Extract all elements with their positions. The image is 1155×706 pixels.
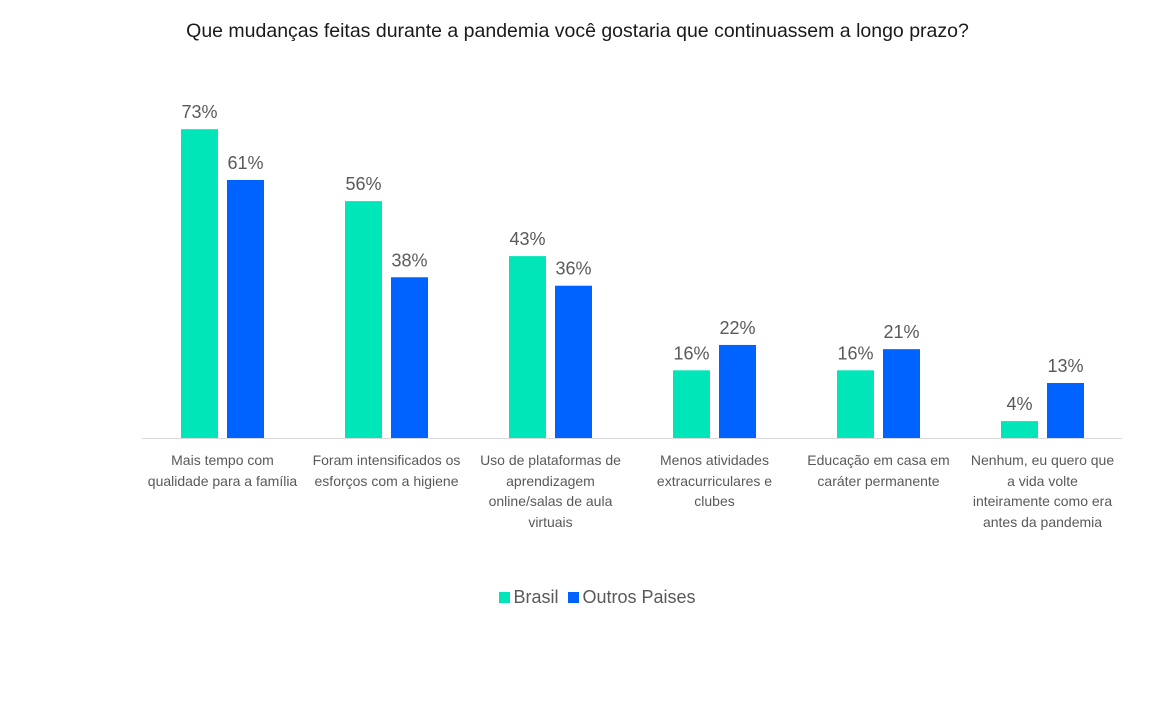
data-label: 61% (227, 153, 263, 173)
x-tick-label: Educação em casa em caráter permanente (807, 452, 950, 489)
data-label: 56% (345, 174, 381, 194)
x-tick-label: Foram intensificados os esforços com a hi… (312, 452, 461, 489)
bar-outros-paises-3 (719, 344, 756, 438)
data-label: 43% (509, 229, 545, 249)
bar-outros-paises-2 (555, 285, 592, 438)
data-label: 13% (1047, 356, 1083, 376)
x-tick-label: Menos atividades extracurriculares e clube… (656, 452, 773, 509)
legend-label: Outros Paises (582, 587, 696, 607)
x-tick-label: Uso de plataformas de aprendizagem online/… (480, 452, 621, 530)
data-label: 16% (673, 343, 709, 363)
bar-outros-paises-5 (1047, 383, 1084, 438)
bar-brasil-3 (673, 370, 710, 438)
data-label: 16% (837, 343, 873, 363)
legend-label: Brasil (513, 587, 559, 607)
data-label: 38% (391, 250, 427, 270)
bar-brasil-1 (345, 201, 382, 438)
data-label: 73% (181, 102, 217, 122)
legend-swatch (499, 592, 511, 603)
data-label: 4% (1006, 394, 1032, 414)
bar-brasil-4 (837, 370, 874, 438)
bar-outros-paises-0 (227, 179, 264, 438)
legend-item: Brasil (499, 587, 558, 608)
legend-swatch (568, 592, 580, 603)
data-label: 36% (555, 259, 591, 279)
bar-brasil-5 (1001, 421, 1038, 438)
legend-item: Outros Paises (568, 587, 696, 608)
chart-title: Que mudanças feitas durante a pandemia v… (186, 20, 969, 42)
data-label: 22% (719, 318, 755, 338)
data-label: 21% (883, 322, 919, 342)
bar-outros-paises-1 (391, 277, 428, 438)
bar-outros-paises-4 (883, 349, 920, 438)
x-tick-label: Mais tempo com qualidade para a família (147, 452, 298, 489)
x-tick-label: Nenhum, eu quero que a vida volte inteiram… (970, 452, 1115, 530)
bar-brasil-0 (181, 129, 218, 438)
bar-brasil-2 (509, 256, 546, 438)
legend: Brasil Outros Paises (0, 587, 1155, 608)
